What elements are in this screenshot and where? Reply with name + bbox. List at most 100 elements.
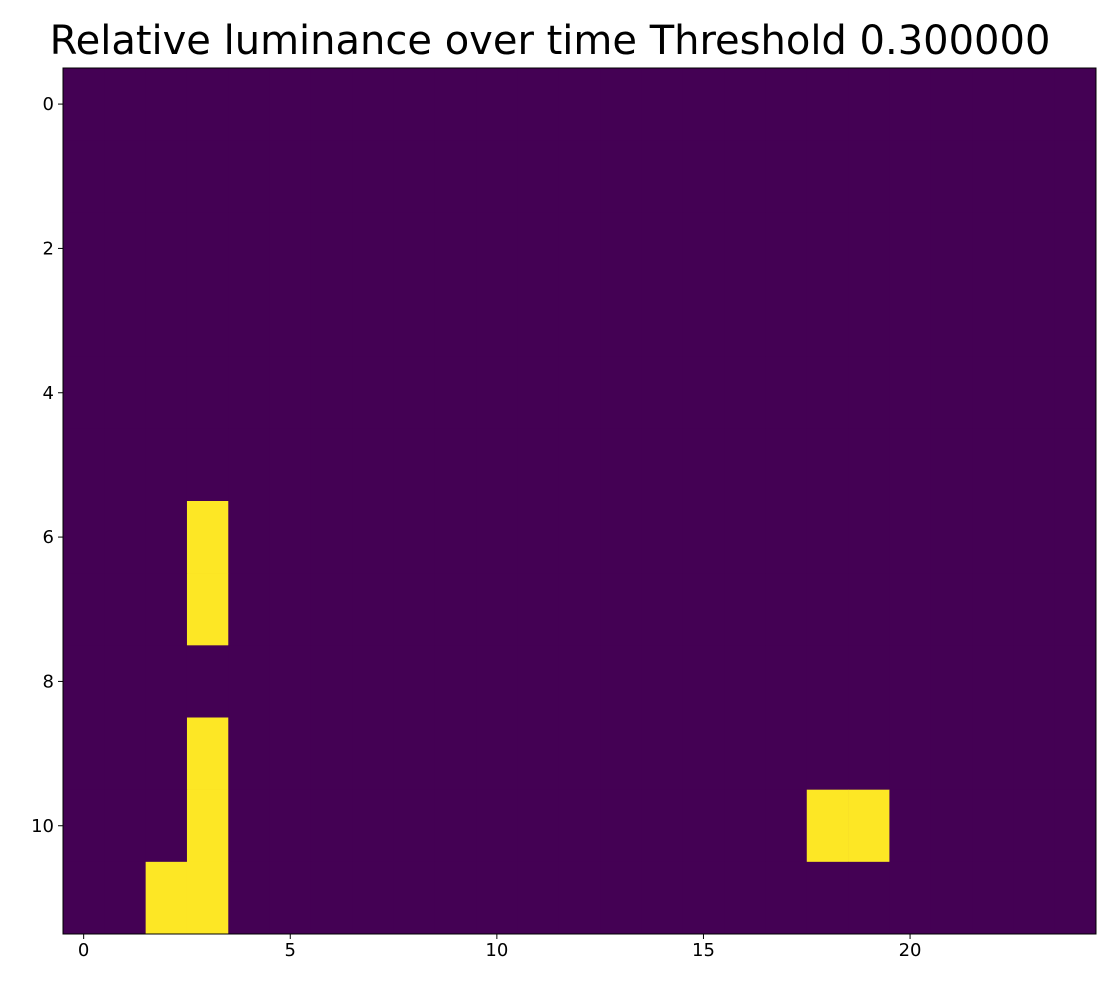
heatmap-cell — [517, 789, 560, 863]
heatmap-cell — [806, 212, 849, 285]
heatmap-cell — [63, 861, 105, 935]
heatmap-cell — [848, 861, 890, 935]
heatmap-cell — [145, 212, 188, 285]
heatmap-cell — [889, 645, 932, 718]
heatmap-cell — [972, 140, 1014, 213]
heatmap-cell — [269, 717, 312, 790]
heatmap-cell — [1054, 284, 1097, 357]
heatmap-cell — [641, 284, 684, 357]
heatmap-cell — [972, 212, 1014, 285]
x-tick-label: 10 — [485, 940, 508, 961]
heatmap-cell — [393, 356, 436, 430]
x-tick-label: 0 — [78, 940, 89, 961]
heatmap-cell — [393, 68, 436, 141]
heatmap-cell — [765, 428, 808, 502]
heatmap-cell — [972, 501, 1014, 574]
heatmap-cell — [558, 356, 601, 430]
heatmap-cell — [806, 501, 849, 574]
heatmap-cell — [310, 284, 353, 357]
heatmap-cell — [434, 284, 477, 357]
heatmap-cell — [352, 573, 394, 646]
heatmap-cell — [848, 717, 890, 790]
heatmap-cell — [889, 501, 932, 574]
heatmap-cell — [517, 284, 560, 357]
heatmap-cell — [682, 645, 725, 718]
heatmap-cell — [269, 356, 312, 430]
heatmap-cell — [889, 861, 932, 935]
heatmap-cell — [930, 573, 973, 646]
y-tick-label: 10 — [31, 816, 54, 837]
heatmap-cell — [104, 573, 146, 646]
heatmap-cell — [848, 789, 890, 863]
heatmap-cell — [889, 356, 932, 430]
y-tick-label: 4 — [43, 383, 54, 404]
heatmap-cell — [145, 284, 188, 357]
heatmap-cell — [600, 573, 642, 646]
heatmap-cell — [517, 68, 560, 141]
heatmap-cell — [889, 428, 932, 502]
heatmap-cell — [228, 573, 270, 646]
heatmap-cell — [558, 861, 601, 935]
heatmap-cell — [558, 573, 601, 646]
heatmap-cell — [848, 501, 890, 574]
heatmap-cell — [724, 68, 766, 141]
heatmap-cell — [1013, 68, 1055, 141]
heatmap-cell — [1054, 68, 1097, 141]
heatmap-cell — [848, 284, 890, 357]
heatmap-cell — [1013, 501, 1055, 574]
heatmap-cell — [930, 861, 973, 935]
heatmap-cell — [558, 212, 601, 285]
heatmap-cell — [600, 645, 642, 718]
heatmap-cell — [352, 284, 394, 357]
heatmap-cell — [63, 428, 105, 502]
heatmap-cell — [724, 861, 766, 935]
heatmap-cell — [269, 140, 312, 213]
heatmap-cell — [104, 861, 146, 935]
heatmap-cell — [145, 573, 188, 646]
heatmap-cell — [724, 356, 766, 430]
heatmap-cell — [269, 645, 312, 718]
heatmap-cell — [806, 645, 849, 718]
heatmap-cell — [600, 284, 642, 357]
heatmap-cell — [186, 356, 229, 430]
heatmap-cell — [765, 573, 808, 646]
heatmap-cell — [972, 68, 1014, 141]
heatmap-cell — [517, 717, 560, 790]
heatmap-cell — [104, 212, 146, 285]
heatmap-cell — [434, 68, 477, 141]
heatmap-cell — [1054, 789, 1097, 863]
heatmap-cell — [1013, 861, 1055, 935]
heatmap-cell — [145, 645, 188, 718]
heatmap-cell — [1054, 645, 1097, 718]
heatmap-cell — [848, 140, 890, 213]
heatmap-cell — [889, 789, 932, 863]
heatmap-cell — [724, 717, 766, 790]
heatmap-cell — [889, 212, 932, 285]
heatmap-cell — [228, 284, 270, 357]
heatmap-cell — [104, 356, 146, 430]
heatmap-cell — [517, 645, 560, 718]
heatmap-cell — [1013, 284, 1055, 357]
heatmap-cell — [682, 140, 725, 213]
heatmap-cell — [1054, 573, 1097, 646]
heatmap-cell — [269, 68, 312, 141]
heatmap-cell — [186, 68, 229, 141]
heatmap-cell — [724, 428, 766, 502]
heatmap-cell — [1013, 573, 1055, 646]
heatmap-cell — [600, 789, 642, 863]
heatmap-cell — [393, 284, 436, 357]
heatmap-cell — [724, 501, 766, 574]
heatmap-cell — [930, 356, 973, 430]
heatmap-cell — [104, 717, 146, 790]
heatmap-cell — [476, 356, 518, 430]
heatmap-cell — [352, 717, 394, 790]
heatmap-cell — [1013, 356, 1055, 430]
heatmap-cell — [228, 645, 270, 718]
heatmap-cell — [393, 789, 436, 863]
heatmap-cell — [476, 212, 518, 285]
heatmap-cell — [393, 861, 436, 935]
heatmap-cell — [63, 212, 105, 285]
heatmap-cell — [186, 501, 229, 574]
heatmap-cell — [393, 140, 436, 213]
